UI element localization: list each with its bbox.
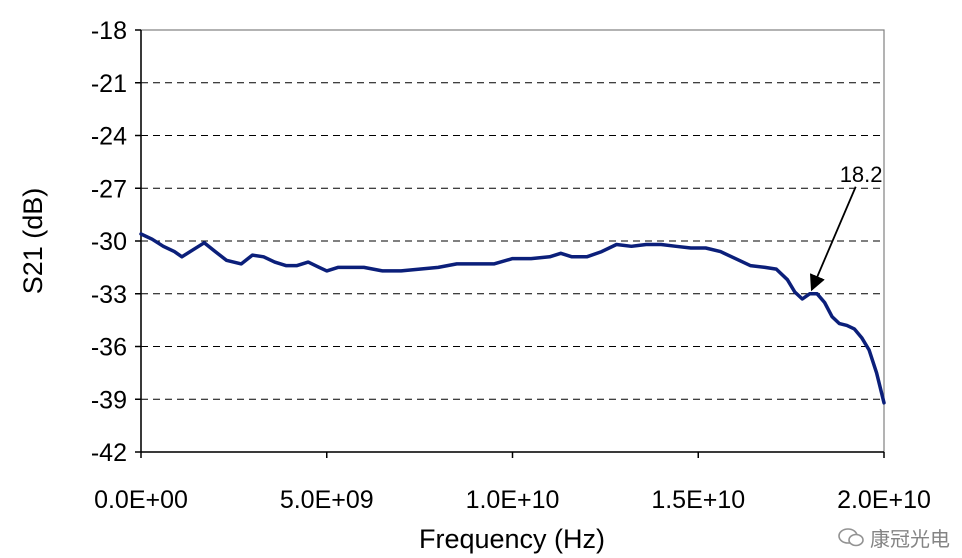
x-tick-label-2: 1.0E+10 <box>466 486 560 514</box>
chat-bubble-icon <box>838 527 864 546</box>
series-line-0 <box>139 232 886 405</box>
y-tick-label-7: -21 <box>91 70 127 98</box>
y-tick-label-2: -36 <box>91 334 127 362</box>
y-tick-label-4: -30 <box>91 228 127 256</box>
x-tick-label-0: 0.0E+00 <box>94 486 188 514</box>
annotation-label-0: 18.2 <box>840 162 883 187</box>
watermark: 康冠光电 <box>838 523 950 552</box>
axes <box>135 29 885 458</box>
grid-lines <box>141 82 884 400</box>
y-tick-label-8: -18 <box>91 17 127 45</box>
y-tick-label-6: -24 <box>91 123 127 151</box>
annotations: 18.2 <box>809 162 883 292</box>
annotation-arrow-0 <box>809 186 857 292</box>
y-tick-label-5: -27 <box>91 175 127 203</box>
x-tick-label-1: 5.0E+09 <box>280 486 374 514</box>
y-tick-label-1: -39 <box>91 386 127 414</box>
x-tick-label-4: 2.0E+10 <box>837 486 931 514</box>
series-layer <box>139 232 886 405</box>
y-axis-title: S21 (dB) <box>18 188 48 295</box>
y-tick-labels: -42 -39 -36 -33 -30 -27 -24 -21 -18 <box>91 17 127 467</box>
x-axis-title: Frequency (Hz) <box>419 524 605 554</box>
y-tick-label-0: -42 <box>91 439 127 467</box>
x-tick-label-3: 1.5E+10 <box>651 486 745 514</box>
x-tick-labels: 0.0E+00 5.0E+09 1.0E+10 1.5E+10 2.0E+10 <box>94 486 931 514</box>
watermark-text: 康冠光电 <box>870 527 950 551</box>
y-tick-label-3: -33 <box>91 281 127 309</box>
